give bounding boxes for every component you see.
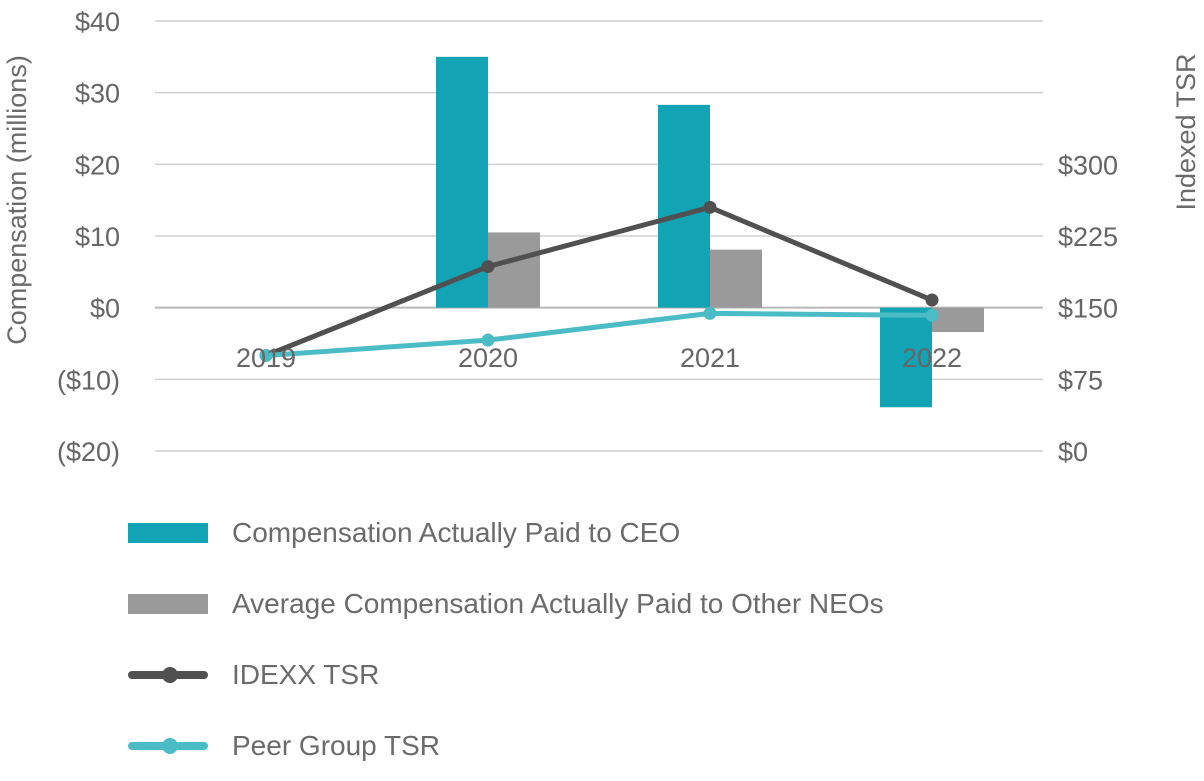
legend-swatch-peer-tsr: [128, 737, 208, 754]
gridlines: [155, 20, 1043, 452]
left-axis-title: Compensation (millions): [2, 55, 32, 345]
ceo-pay-bar-2020: [436, 56, 488, 308]
legend-item-peer-tsr: Peer Group TSR: [128, 710, 1128, 781]
peer-tsr-point-2019: [259, 348, 273, 362]
ceo-pay-bar-2021: [658, 104, 710, 308]
idexx-tsr-point-2022: [925, 293, 939, 307]
right-tick-label: $75: [1058, 365, 1103, 395]
x-tick-label-2019: 2019: [236, 343, 296, 373]
legend-swatch-neo-pay: [128, 593, 208, 614]
legend-label-peer-tsr: Peer Group TSR: [232, 729, 441, 761]
neo-pay-bar-2020: [488, 232, 540, 308]
legend-label-idexx-tsr: IDEXX TSR: [232, 658, 380, 690]
left-tick-label: $20: [75, 150, 120, 180]
right-tick-label: $150: [1058, 294, 1118, 324]
left-tick-label: $0: [90, 294, 120, 324]
neo-pay-bar-2021: [710, 249, 762, 308]
x-tick-label-2021: 2021: [680, 343, 740, 373]
chart-container: $40 $30 $20 $10 $0 ($10) ($20) $300 $225 $150 $75 $…: [2, 7, 1201, 761]
legend-label-neo-pay: Average Compensation Actually Paid to Ot…: [232, 587, 884, 619]
legend-item-ceo-pay: Compensation Actually Paid to CEO: [128, 497, 1128, 568]
right-tick-label: $300: [1058, 150, 1118, 180]
peer-tsr-point-2020: [481, 333, 495, 347]
legend: Compensation Actually Paid to CEO Averag…: [128, 497, 1128, 781]
idexx-tsr-point-2020: [481, 260, 495, 274]
x-tick-label-2020: 2020: [458, 343, 518, 373]
bars: [436, 56, 984, 408]
legend-item-neo-pay: Average Compensation Actually Paid to Ot…: [128, 568, 1128, 639]
legend-swatch-idexx-tsr: [128, 666, 208, 683]
lines: [259, 200, 939, 362]
legend-label-ceo-pay: Compensation Actually Paid to CEO: [232, 516, 681, 548]
idexx-tsr-point-2021: [703, 200, 717, 214]
left-tick-label: $30: [75, 79, 120, 109]
left-tick-label: ($10): [57, 365, 120, 395]
left-tick-label: ($20): [57, 437, 120, 467]
idexx-tsr-line: [263, 204, 935, 358]
combo-chart: $40 $30 $20 $10 $0 ($10) ($20) $300 $225 $150 $75 $…: [2, 7, 1201, 467]
x-tick-label-2022: 2022: [902, 343, 962, 373]
left-tick-label: $40: [75, 7, 120, 37]
ceo-pay-bar-2022: [880, 307, 932, 408]
legend-swatch-ceo-pay: [128, 522, 208, 543]
right-tick-label: $225: [1058, 222, 1118, 252]
neo-pay-bar-2022: [932, 307, 984, 333]
peer-tsr-point-2022: [925, 308, 939, 322]
tick-labels: $40 $30 $20 $10 $0 ($10) ($20) $300 $225 $150 $75 $…: [57, 7, 1118, 467]
left-tick-label: $10: [75, 222, 120, 252]
legend-item-idexx-tsr: IDEXX TSR: [128, 639, 1128, 710]
peer-tsr-line: [263, 310, 935, 358]
right-axis-title: Indexed TSR: [1171, 53, 1201, 210]
peer-tsr-point-2021: [703, 306, 717, 320]
right-tick-label: $0: [1058, 437, 1088, 467]
